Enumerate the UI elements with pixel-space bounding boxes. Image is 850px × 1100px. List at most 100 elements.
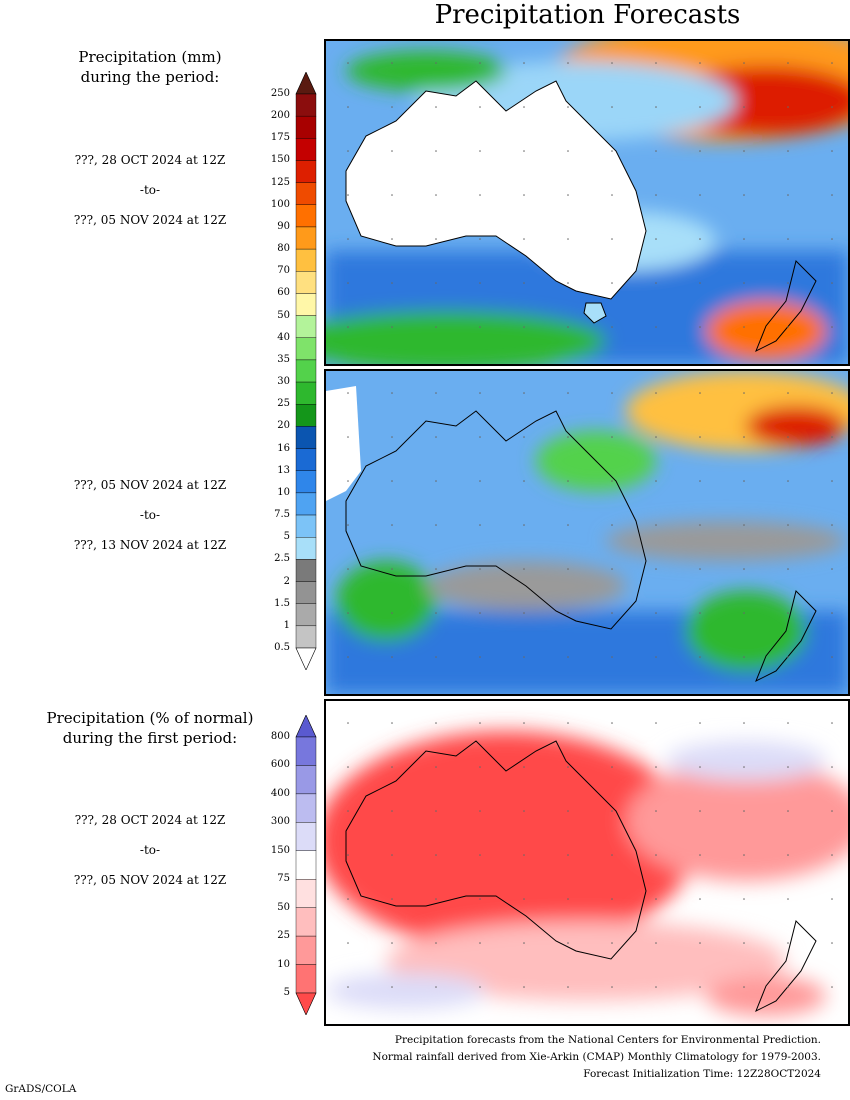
- period2-sep: -to-: [139, 508, 161, 522]
- mm-colorbar-tick-label: 25: [277, 398, 290, 410]
- mm-colorbar-tick-label: 250: [270, 88, 290, 99]
- footer-line-1: Precipitation forecasts from the Nationa…: [394, 1034, 821, 1046]
- footer-line-3: Forecast Initialization Time: 12Z28OCT20…: [583, 1068, 821, 1080]
- mm-colorbar-tick-label: 125: [270, 176, 290, 188]
- mm-colorbar-tick-label: 2.5: [274, 553, 290, 565]
- mm-colorbar-segment: [295, 204, 317, 228]
- mm-colorbar-tick-label: 150: [270, 154, 290, 166]
- mm-colorbar-segment: [295, 160, 317, 183]
- grads-credit: GrADS/COLA: [5, 1083, 77, 1095]
- mm-colorbar-tick-label: 90: [277, 220, 290, 232]
- mm-colorbar-segment: [295, 115, 317, 139]
- mm-colorbar-segment: [295, 603, 317, 627]
- pct-colorbar-tick-label: 50: [277, 901, 290, 913]
- mm-colorbar-segment: [295, 359, 317, 383]
- mm-colorbar-tick-label: 175: [270, 132, 290, 144]
- pct-colorbar: [295, 715, 317, 1015]
- mm-colorbar-segment: [295, 381, 317, 405]
- pct-colorbar-tick-label: 75: [277, 873, 290, 885]
- precip-map-period2: [326, 371, 848, 694]
- mm-colorbar-segment: [295, 448, 317, 471]
- percent-normal-map: [326, 701, 848, 1024]
- mm-colorbar-segment: [295, 470, 317, 494]
- period3-start: ???, 28 OCT 2024 at 12Z: [74, 813, 226, 827]
- mm-colorbar-tick-label: 20: [277, 420, 290, 432]
- mm-colorbar-tick-label: 60: [277, 287, 290, 299]
- mm-colorbar: [295, 72, 317, 670]
- map-panel-period1: [324, 39, 850, 366]
- mm-label-line-1: Precipitation (mm): [78, 48, 222, 66]
- pct-colorbar-tick-label: 150: [270, 844, 290, 856]
- mm-colorbar-segment: [295, 248, 317, 272]
- pct-section-label: Precipitation (% of normal) during the f…: [0, 708, 300, 748]
- map-panel-percent-normal: [324, 699, 850, 1026]
- mm-colorbar-tick-label: 7.5: [274, 509, 290, 521]
- mm-section-label: Precipitation (mm) during the period:: [0, 47, 300, 87]
- mm-colorbar-segment: [295, 581, 317, 604]
- mm-colorbar-tick-label: 80: [277, 243, 290, 255]
- pct-colorbar-segment: [295, 736, 317, 766]
- mm-colorbar-tick-label: 70: [277, 265, 290, 277]
- mm-colorbar-segment: [295, 293, 317, 316]
- mm-colorbar-segment: [295, 138, 317, 161]
- pct-colorbar-tick-label: 5: [283, 987, 290, 998]
- pct-colorbar-tick-label: 300: [270, 816, 290, 828]
- mm-colorbar-tick-label: 50: [277, 309, 290, 321]
- mm-colorbar-tick-label: 0.5: [274, 642, 290, 653]
- mm-colorbar-segment: [295, 337, 317, 361]
- pct-colorbar-tick-label: 25: [277, 930, 290, 942]
- mm-colorbar-segment: [295, 226, 317, 250]
- period3-sep: -to-: [139, 843, 161, 857]
- pct-colorbar-segment: [295, 907, 317, 937]
- pct-colorbar-segment: [295, 822, 317, 851]
- period3-end: ???, 05 NOV 2024 at 12Z: [73, 873, 227, 887]
- mm-colorbar-arrow-bottom: [295, 647, 317, 670]
- mm-colorbar-segment: [295, 426, 317, 449]
- pct-colorbar-tick-label: 10: [277, 958, 290, 970]
- mm-colorbar-tick-label: 35: [277, 353, 290, 365]
- mm-colorbar-segment: [295, 559, 317, 582]
- pct-colorbar-segment: [295, 935, 317, 965]
- mm-colorbar-tick-label: 100: [270, 198, 290, 210]
- pct-colorbar-segment: [295, 765, 317, 795]
- period1-start: ???, 28 OCT 2024 at 12Z: [74, 153, 226, 167]
- mm-colorbar-tick-label: 1: [283, 619, 290, 631]
- mm-colorbar-segment: [295, 625, 317, 649]
- footer-line-2: Normal rainfall derived from Xie-Arkin (…: [372, 1051, 821, 1063]
- period1-sep: -to-: [139, 183, 161, 197]
- mm-colorbar-segment: [295, 315, 317, 338]
- page-title: Precipitation Forecasts: [434, 0, 741, 30]
- mm-colorbar-segment: [295, 182, 317, 205]
- mm-label-line-2: during the period:: [80, 68, 220, 86]
- period2-start: ???, 05 NOV 2024 at 12Z: [73, 478, 227, 492]
- pct-colorbar-tick-label: 600: [270, 759, 290, 771]
- mm-colorbar-tick-label: 2: [283, 575, 290, 587]
- mm-colorbar-tick-label: 16: [277, 442, 290, 454]
- pct-colorbar-arrow-top: [295, 715, 317, 738]
- pct-colorbar-tick-label: 400: [270, 787, 290, 799]
- pct-colorbar-segment: [295, 964, 317, 994]
- precip-map-period1: [326, 41, 848, 364]
- mm-colorbar-segment: [295, 271, 317, 294]
- pct-colorbar-segment: [295, 850, 317, 880]
- mm-colorbar-arrow-top: [295, 72, 317, 95]
- mm-colorbar-tick-label: 1.5: [274, 597, 290, 609]
- map-panel-period2: [324, 369, 850, 696]
- pct-colorbar-tick-label: 800: [270, 731, 290, 742]
- mm-colorbar-tick-label: 5: [283, 531, 290, 543]
- mm-colorbar-tick-label: 13: [277, 464, 290, 476]
- pct-label-line-2: during the first period:: [62, 729, 238, 747]
- period1-end: ???, 05 NOV 2024 at 12Z: [73, 213, 227, 227]
- mm-colorbar-segment: [295, 404, 317, 427]
- pct-colorbar-segment: [295, 793, 317, 823]
- mm-colorbar-segment: [295, 514, 317, 538]
- pct-label-line-1: Precipitation (% of normal): [46, 709, 254, 727]
- pct-colorbar-labels: 800 600 400 300 150 75 50 25 10 5: [252, 715, 292, 1015]
- mm-colorbar-segment: [295, 93, 317, 117]
- mm-colorbar-segment: [295, 492, 317, 516]
- pct-colorbar-arrow-bottom: [295, 992, 317, 1015]
- period2-end: ???, 13 NOV 2024 at 12Z: [73, 538, 227, 552]
- mm-colorbar-tick-label: 200: [270, 110, 290, 122]
- mm-colorbar-segment: [295, 537, 317, 560]
- pct-colorbar-segment: [295, 879, 317, 908]
